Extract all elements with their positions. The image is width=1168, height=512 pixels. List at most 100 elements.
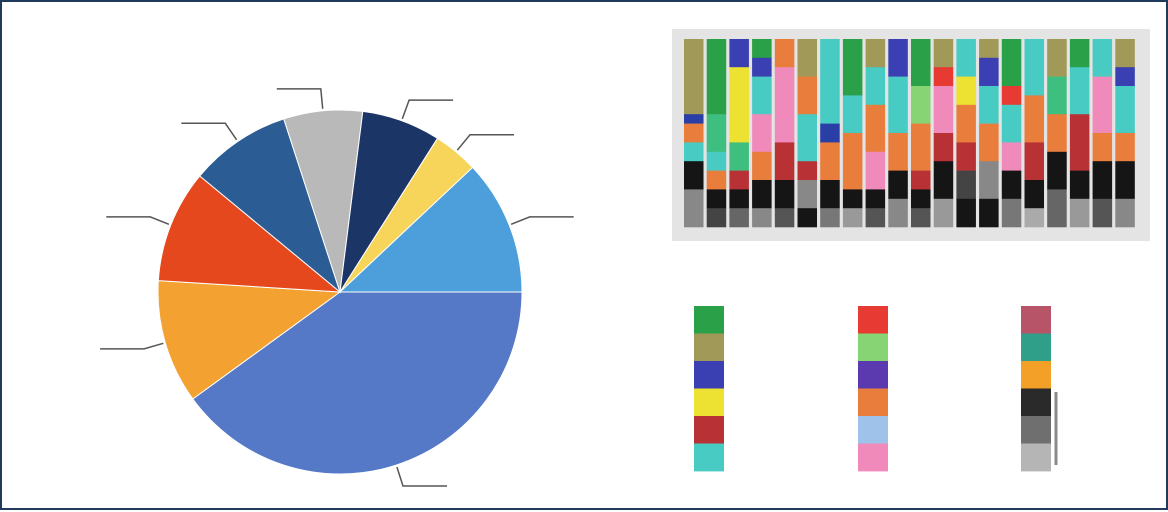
stacked-segment-8-2 [865, 104, 886, 153]
stacked-segment-19-3 [1115, 133, 1135, 162]
palette-1-swatch-1 [694, 333, 724, 362]
stacked-segment-2-5 [729, 208, 749, 228]
palette-2-swatch-5 [858, 443, 888, 472]
stacked-segment-10-5 [911, 208, 931, 228]
stacked-segment-14-1 [1001, 86, 1022, 106]
pie-slice-1 [157, 280, 342, 400]
stacked-segment-10-2 [911, 123, 931, 171]
stacked-segment-19-1 [1115, 67, 1135, 87]
stacked-segment-19-2 [1115, 86, 1135, 134]
stacked-column-3 [752, 39, 772, 228]
stacked-segment-8-3 [865, 151, 886, 190]
stacked-segment-13-2 [979, 86, 999, 124]
stacked-segment-0-4 [684, 161, 704, 190]
palette-1-swatch-5 [694, 443, 724, 472]
palette-1 [694, 306, 724, 472]
stacked-segment-9-0 [888, 39, 908, 77]
stacked-segment-13-3 [979, 123, 999, 162]
stacked-segment-8-4 [865, 189, 886, 209]
stacked-column-12 [956, 39, 976, 228]
stacked-column-15 [1024, 39, 1045, 228]
stacked-segment-1-3 [706, 170, 727, 190]
stacked-column-4 [774, 39, 795, 228]
stacked-column-17 [1069, 39, 1090, 228]
stacked-segment-3-1 [752, 57, 772, 77]
stacked-segment-12-4 [956, 170, 976, 200]
stacked-segment-14-2 [1001, 104, 1022, 143]
stacked-segment-1-5 [706, 208, 727, 228]
stacked-segment-8-5 [865, 208, 886, 228]
stacked-segment-10-1 [911, 86, 931, 124]
stacked-segment-2-4 [729, 189, 749, 209]
stacked-segment-4-0 [774, 39, 795, 68]
stacked-segment-14-3 [1001, 142, 1022, 171]
stacked-segment-6-4 [820, 208, 840, 228]
stacked-segment-13-0 [979, 39, 999, 59]
stacked-segment-6-0 [820, 39, 840, 124]
palette-1-swatch-3 [694, 388, 724, 417]
stacked-column-14 [1001, 39, 1022, 228]
stacked-segment-6-3 [820, 180, 840, 209]
stacked-segment-9-2 [888, 133, 908, 171]
stacked-segment-10-3 [911, 170, 931, 190]
stacked-segment-15-3 [1024, 180, 1045, 209]
stacked-segment-17-2 [1069, 114, 1090, 171]
stacked-segment-13-1 [979, 57, 999, 87]
stacked-segment-3-3 [752, 114, 772, 153]
stacked-segment-5-2 [797, 114, 818, 162]
palette-2 [858, 306, 888, 472]
stacked-segment-12-0 [956, 39, 976, 77]
stacked-segment-4-3 [774, 180, 795, 209]
stacked-segment-11-2 [933, 86, 954, 134]
stacked-segment-2-1 [729, 67, 749, 143]
stacked-segment-5-3 [797, 161, 818, 181]
stacked-segment-2-2 [729, 142, 749, 171]
stacked-column-7 [842, 39, 863, 228]
palette-1-swatch-0 [694, 306, 724, 334]
stacked-segment-8-1 [865, 67, 886, 106]
stacked-segment-13-5 [979, 198, 999, 228]
stacked-segment-9-3 [888, 170, 908, 200]
palette-2-swatch-2 [858, 361, 888, 389]
stacked-segment-4-4 [774, 208, 795, 228]
stacked-column-1 [706, 39, 727, 228]
pie-leader-line-6 [456, 134, 514, 151]
stacked-segment-1-0 [706, 39, 727, 115]
stacked-segment-5-0 [797, 39, 818, 77]
stacked-segment-4-2 [774, 142, 795, 181]
stacked-column-10 [911, 39, 931, 228]
stacked-segment-15-0 [1024, 39, 1045, 96]
stacked-segment-3-6 [752, 208, 772, 228]
stacked-segment-9-1 [888, 76, 908, 134]
stacked-segment-5-4 [797, 180, 818, 209]
stacked-segment-11-3 [933, 133, 954, 162]
stacked-segment-10-4 [911, 189, 931, 209]
stacked-column-18 [1092, 39, 1113, 228]
stacked-segment-5-1 [797, 76, 818, 115]
pie-leader-line-0 [396, 466, 447, 487]
stacked-segment-18-2 [1092, 133, 1113, 162]
stacked-segment-11-5 [933, 198, 954, 228]
stacked-segment-2-3 [729, 170, 749, 190]
stacked-segment-19-0 [1115, 39, 1135, 68]
stacked-segment-6-2 [820, 142, 840, 181]
pie-slice-2 [157, 175, 342, 293]
stacked-segment-0-3 [684, 142, 704, 162]
stacked-segment-14-5 [1001, 198, 1022, 228]
stacked-segment-2-0 [729, 39, 749, 68]
palette-3 [1021, 306, 1051, 472]
stacked-segment-7-0 [842, 39, 863, 96]
stacked-segment-7-2 [842, 133, 863, 190]
stacked-segment-3-0 [752, 39, 772, 59]
pie-leader-line-5 [401, 99, 454, 120]
stacked-segment-19-5 [1115, 198, 1135, 228]
stacked-segment-17-1 [1069, 67, 1090, 115]
stacked-segment-16-1 [1047, 76, 1067, 115]
stacked-segment-12-1 [956, 76, 976, 106]
palette-3-swatch-2 [1021, 361, 1051, 389]
palette-3-swatch-5 [1021, 443, 1051, 472]
palette-3-swatch-3 [1021, 388, 1051, 417]
stacked-segment-15-4 [1024, 208, 1045, 228]
